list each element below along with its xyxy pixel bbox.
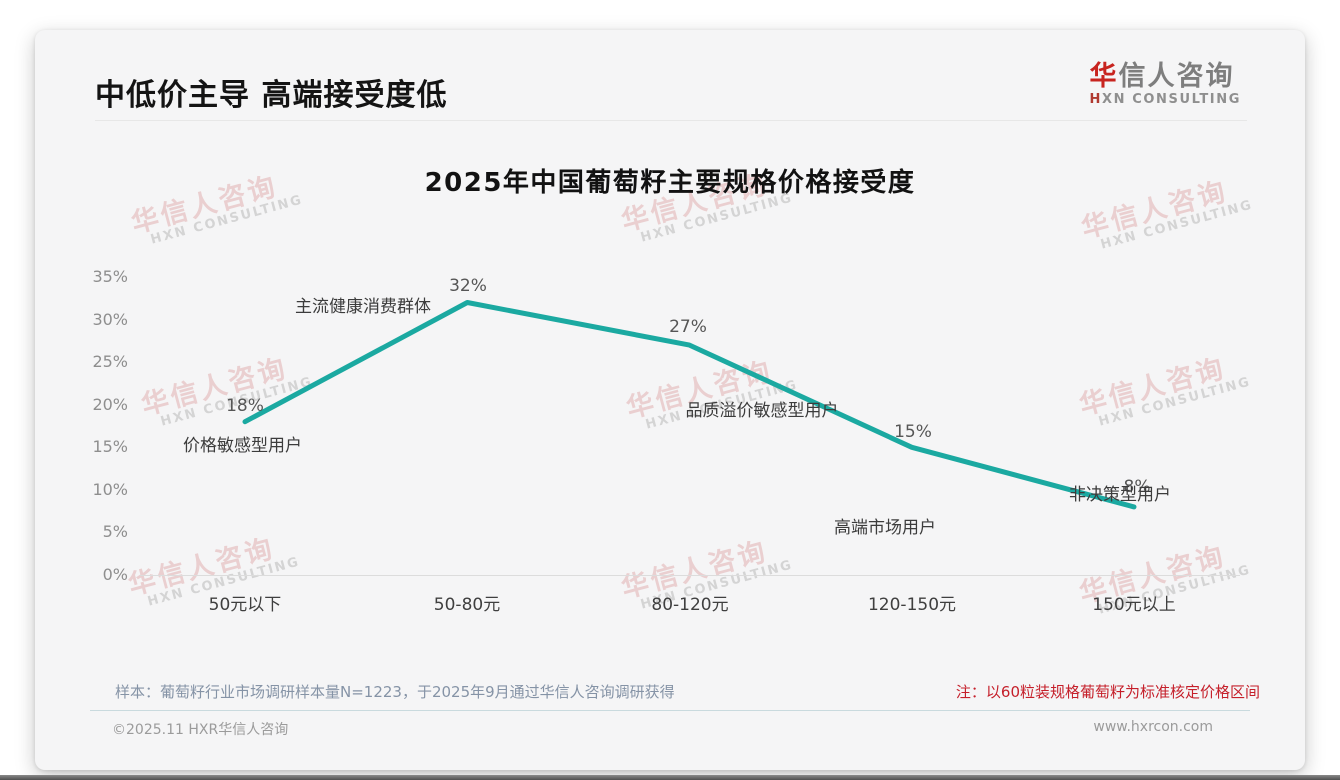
page-title: 中低价主导 高端接受度低: [95, 78, 448, 113]
sample-note: 样本：葡萄籽行业市场调研样本量N=1223，于2025年9月通过华信人咨询调研获…: [115, 683, 675, 701]
logo-cn-first-char: 华: [1089, 61, 1119, 92]
data-point-value: 15%: [894, 422, 932, 442]
x-axis-label: 50元以下: [208, 595, 282, 615]
logo-en-first-char: H: [1089, 91, 1102, 107]
brand-watermark: 华信人咨询 HXN CONSULTING: [621, 344, 799, 437]
footer-divider: [90, 710, 1250, 711]
annotation-mainstream-health-consumers: 主流健康消费群体: [295, 297, 431, 317]
y-axis-tick: 15%: [92, 437, 128, 456]
y-axis-tick: 5%: [102, 522, 128, 541]
y-axis-tick: 30%: [92, 310, 128, 329]
y-axis-tick: 10%: [92, 480, 128, 499]
x-axis-label: 120-150元: [867, 595, 957, 615]
x-axis-line: [140, 575, 1240, 576]
logo-cn-rest: 信人咨询: [1118, 61, 1235, 92]
chart-title: 2025年中国葡萄籽主要规格价格接受度: [424, 168, 916, 198]
x-axis-label: 150元以上: [1092, 595, 1176, 615]
annotation-high-end-market-users: 高端市场用户: [834, 518, 936, 538]
watermark-en-text: HXN CONSULTING: [1097, 374, 1253, 430]
price-basis-note: 注：以60粒装规格葡萄籽为标准核定价格区间: [955, 683, 1260, 701]
brand-watermark: 华信人咨询 HXN CONSULTING: [1074, 341, 1252, 434]
brand-logo: 华信人咨询 HXN CONSULTING: [1090, 62, 1242, 107]
logo-en-line: HXN CONSULTING: [1089, 91, 1242, 107]
data-point-value: 32%: [449, 276, 487, 296]
watermark-en-text: HXN CONSULTING: [1099, 197, 1255, 253]
y-axis-tick: 35%: [92, 267, 128, 286]
brand-watermark: 华信人咨询 HXN CONSULTING: [136, 341, 314, 434]
data-point-value: 27%: [669, 317, 707, 337]
y-axis-tick: 25%: [92, 352, 128, 371]
watermark-en-text: HXN CONSULTING: [149, 192, 305, 248]
watermark-cn-text: 华信人咨询: [1076, 352, 1230, 422]
logo-en-rest: XN CONSULTING: [1101, 91, 1241, 107]
y-axis-tick: 0%: [102, 565, 128, 584]
annotation-price-sensitive-users: 价格敏感型用户: [183, 436, 302, 456]
window-bottom-edge: [0, 775, 1340, 780]
annotation-non-decision-users: 非决策型用户: [1069, 485, 1171, 505]
x-axis-label: 80-120元: [651, 595, 729, 615]
report-slide-card: 华信人咨询 HXN CONSULTING 华信人咨询 HXN CONSULTIN…: [35, 30, 1305, 770]
header-divider: [95, 120, 1247, 121]
copyright-text: ©2025.11 HXR华信人咨询: [112, 722, 289, 738]
website-url: www.hxrcon.com: [1093, 719, 1213, 735]
logo-cn-line: 华信人咨询: [1090, 62, 1242, 92]
y-axis-tick: 20%: [92, 395, 128, 414]
x-axis-label: 50-80元: [433, 595, 501, 615]
data-point-value: 18%: [226, 396, 264, 416]
annotation-quality-premium-sensitive-users: 品质溢价敏感型用户: [685, 401, 839, 421]
